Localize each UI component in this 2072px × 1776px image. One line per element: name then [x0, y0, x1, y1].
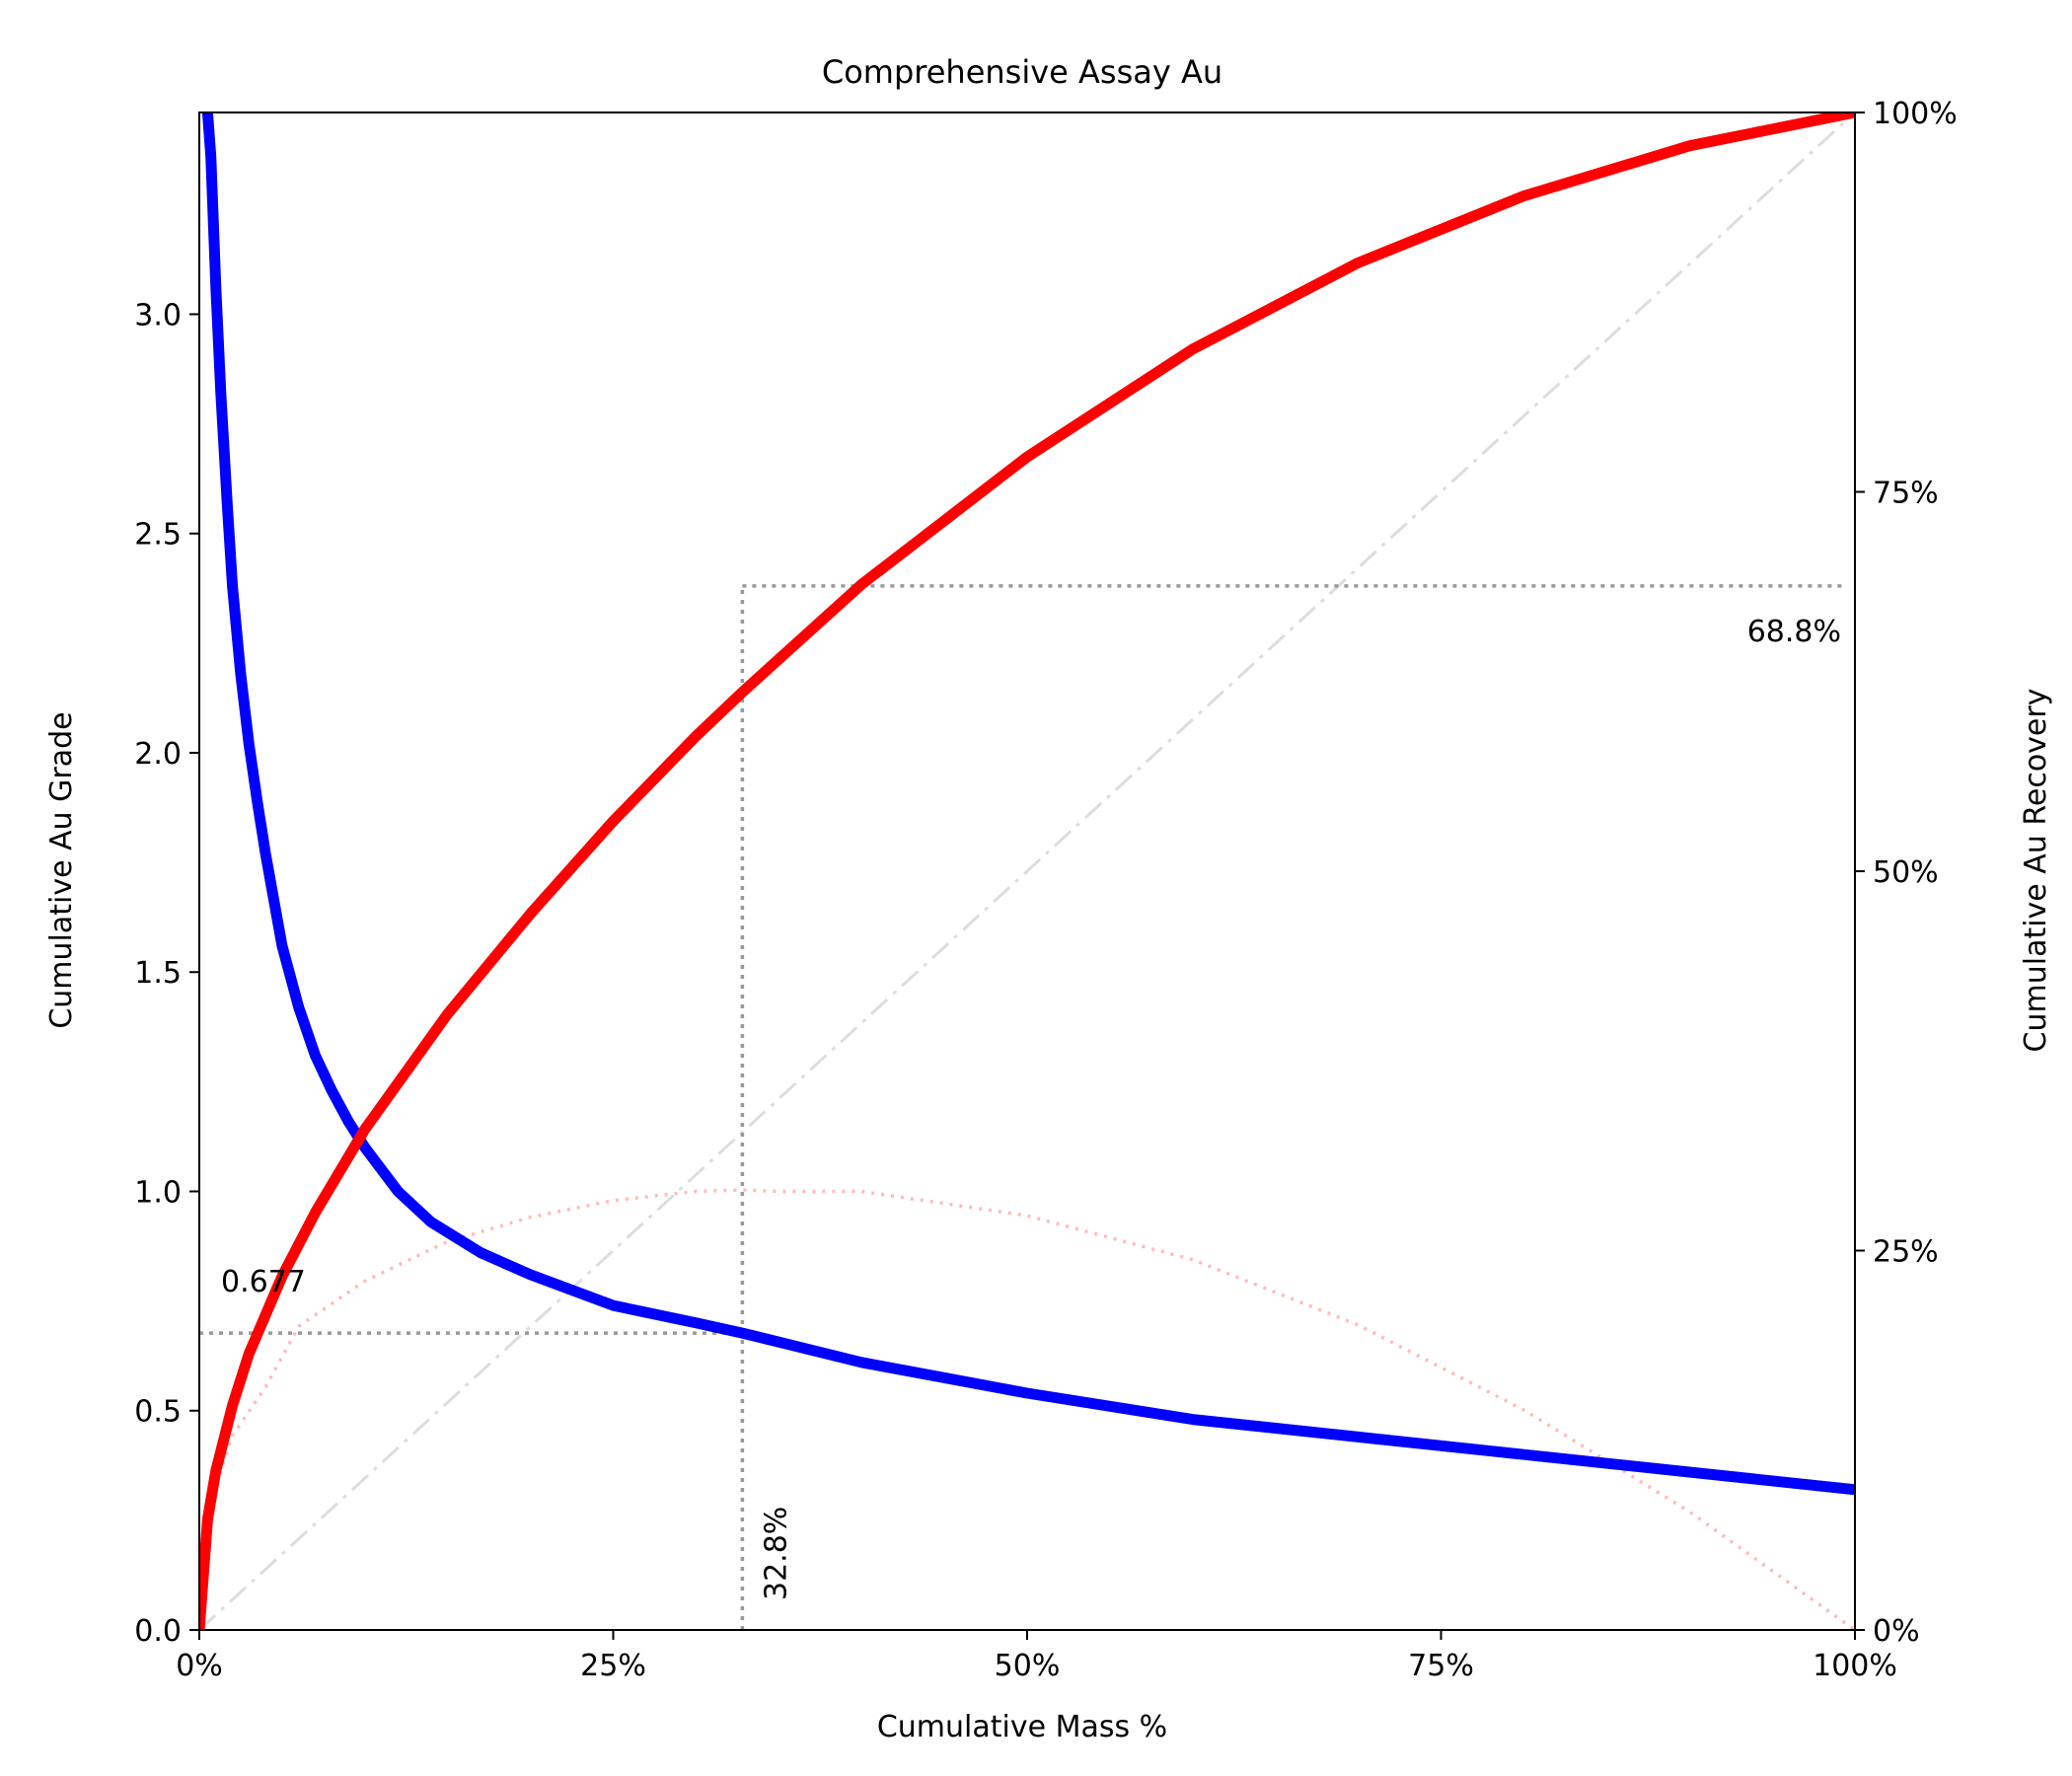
mass-cut-label: 32.8% [759, 1507, 793, 1600]
y-right-tick-label: 0% [1873, 1614, 1920, 1649]
y-left-axis-label: Cumulative Au Grade [44, 711, 79, 1028]
y-left-tick-label: 1.0 [134, 1175, 182, 1210]
x-tick-label: 75% [1408, 1649, 1474, 1683]
y-right-tick-label: 50% [1873, 855, 1939, 890]
axis-ticks: 0% 25% 50% 75% 100% 0.0 0.5 1.0 1.5 2.0 2.5 3.0 0% 25… [134, 97, 1958, 1683]
difference-curve [199, 1188, 1855, 1630]
annotations: 0.677 68.8% 32.8% [221, 615, 1841, 1600]
y-left-tick-label: 2.0 [134, 737, 182, 772]
chart-title: Comprehensive Assay Au [822, 53, 1222, 91]
recovery-curve [199, 112, 1855, 1630]
y-left-tick-label: 1.5 [134, 956, 182, 991]
plot-area [198, 111, 1856, 1631]
x-tick-label: 0% [176, 1649, 223, 1683]
y-left-tick-label: 2.5 [134, 518, 182, 553]
y-right-tick-label: 25% [1873, 1235, 1939, 1270]
recovery-cut-label: 68.8% [1747, 615, 1841, 649]
x-tick-label: 25% [580, 1649, 646, 1683]
x-axis-label: Cumulative Mass % [877, 1710, 1167, 1744]
y-left-tick-label: 0.0 [134, 1614, 182, 1649]
grade-curve [201, 112, 1855, 1496]
y-right-tick-label: 100% [1873, 97, 1958, 131]
y-left-tick-label: 3.0 [134, 298, 182, 333]
y-right-tick-label: 75% [1873, 477, 1939, 511]
grade-cut-label: 0.677 [221, 1265, 306, 1299]
diagonal-reference-line [199, 112, 1855, 1630]
y-right-axis-label: Cumulative Au Recovery [2019, 689, 2053, 1053]
y-left-tick-label: 0.5 [134, 1395, 182, 1430]
x-tick-label: 50% [995, 1649, 1061, 1683]
plot-series [199, 112, 1855, 1630]
x-tick-label: 100% [1813, 1649, 1897, 1683]
